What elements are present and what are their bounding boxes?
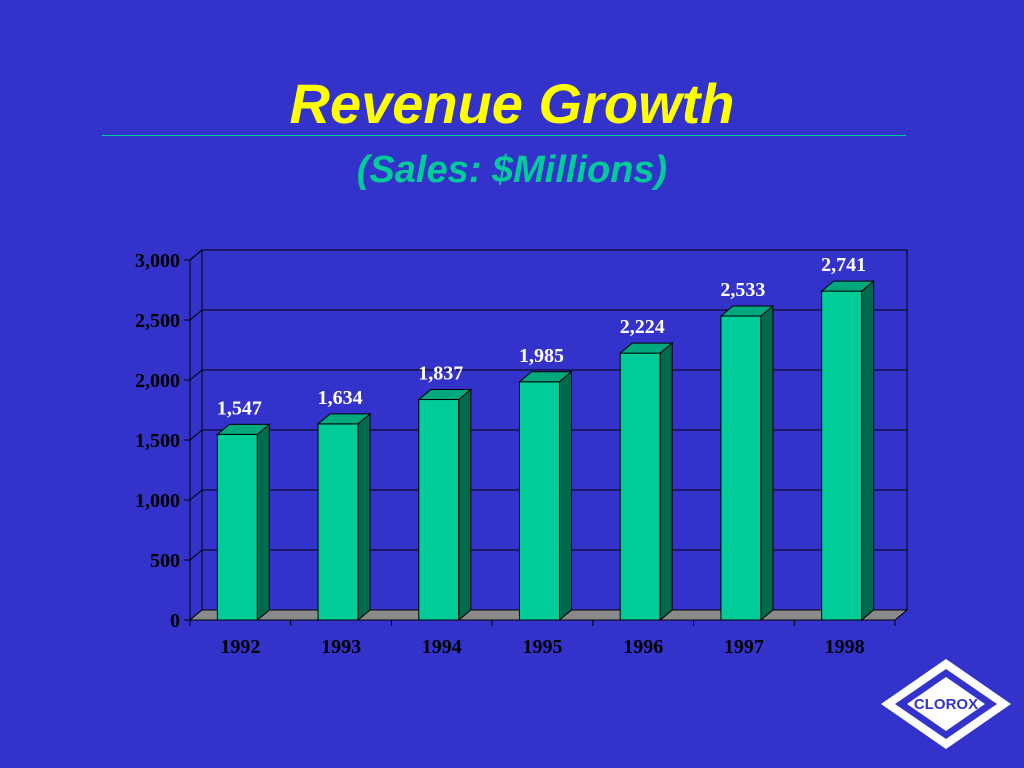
- bar-top-1997: [719, 305, 775, 317]
- x-tick-label: 1995: [523, 636, 563, 658]
- y-tick-label: 3,000: [135, 250, 180, 272]
- data-label: 1,837: [418, 363, 463, 385]
- bar-1998: [821, 290, 863, 621]
- data-label: 1,985: [519, 345, 564, 367]
- bar-side-1994: [458, 388, 472, 622]
- data-label: 2,533: [720, 279, 765, 301]
- y-tick-label: 2,000: [135, 370, 180, 392]
- bar-side-1993: [357, 412, 371, 622]
- bar-1997: [720, 315, 762, 621]
- x-tick-label: 1998: [825, 636, 865, 658]
- bar-top-1998: [820, 280, 876, 292]
- y-tick-label: 1,500: [135, 430, 180, 452]
- x-tick-label: 1992: [220, 636, 260, 658]
- x-tick-label: 1996: [623, 636, 663, 658]
- y-tick-label: 1,000: [135, 490, 180, 512]
- gridline-depth: [189, 369, 203, 381]
- data-label: 1,547: [217, 397, 262, 419]
- y-tick-label: 500: [150, 550, 180, 572]
- bar-1995: [519, 381, 560, 621]
- data-label: 2,224: [620, 316, 665, 338]
- bar-side-1992: [256, 423, 270, 622]
- bar-1996: [619, 352, 661, 621]
- bar-top-1992: [215, 423, 271, 435]
- gridline-depth: [189, 489, 203, 501]
- bar-top-1994: [417, 389, 473, 401]
- bar-side-1996: [659, 342, 673, 622]
- data-label: 1,634: [318, 387, 363, 409]
- slide-title: Revenue Growth: [289, 72, 735, 135]
- gridline-depth: [189, 429, 203, 441]
- gridline-depth: [189, 249, 203, 261]
- slide-subtitle: (Sales: $Millions): [356, 149, 668, 191]
- x-tick-label: 1997: [724, 636, 764, 658]
- y-tick-label: 2,500: [135, 310, 180, 332]
- svg-text:CLOROX: CLOROX: [914, 696, 978, 713]
- bar-side-1998: [861, 280, 875, 622]
- bar-1994: [418, 399, 460, 621]
- y-tick-label: 0: [170, 610, 180, 632]
- clorox-logo: CLOROX: [881, 659, 1011, 749]
- bar-top-1993: [316, 413, 372, 425]
- title-divider: [102, 135, 906, 136]
- bar-top-1996: [618, 342, 674, 354]
- x-tick-label: 1994: [422, 636, 462, 658]
- x-tick-label: 1993: [321, 636, 361, 658]
- gridline-depth: [189, 309, 203, 321]
- gridline-depth: [189, 549, 203, 561]
- bar-top-1995: [518, 371, 573, 383]
- data-label: 2,741: [821, 254, 866, 276]
- bar-side-1997: [760, 304, 774, 622]
- bar-side-1995: [559, 370, 572, 622]
- bar-1993: [317, 423, 359, 621]
- bar-1992: [216, 433, 258, 621]
